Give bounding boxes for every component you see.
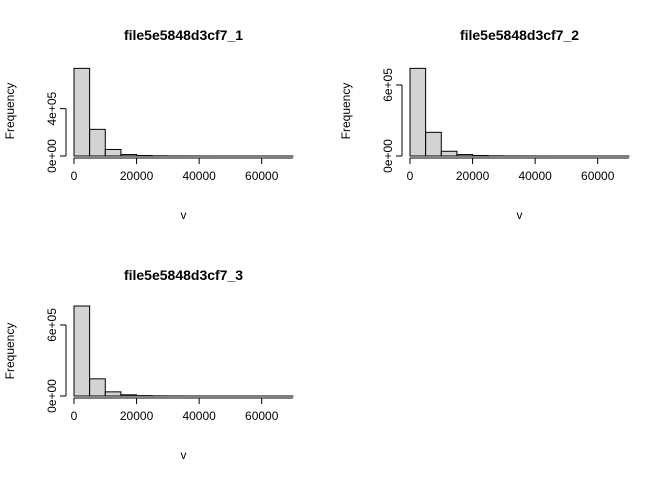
y-axis-label: Frequency <box>339 83 353 140</box>
y-axis-label: Frequency <box>3 83 17 140</box>
x-tick-label: 40000 <box>518 169 552 183</box>
chart-title: file5e5848d3cf7_1 <box>124 27 243 43</box>
x-tick-label: 20000 <box>120 169 154 183</box>
x-tick-label: 0 <box>71 169 78 183</box>
y-tick-label: 0e+00 <box>45 379 59 413</box>
x-tick-label: 60000 <box>245 169 279 183</box>
x-tick-label: 20000 <box>120 409 154 423</box>
histogram-bar <box>440 150 458 157</box>
y-tick-label: 6e+05 <box>381 68 395 102</box>
y-tick-label: 4e+05 <box>45 91 59 125</box>
y-tick-label: 0e+00 <box>381 139 395 173</box>
y-tick-label: 6e+05 <box>45 308 59 342</box>
histogram-bar <box>89 378 106 397</box>
histogram-panel-2: file5e5848d3cf7_2 0 20000 40000 60000 v 0e+00 6… <box>339 27 630 222</box>
histogram-bar <box>456 154 474 157</box>
histogram-bar <box>409 67 427 157</box>
histogram-bar <box>425 131 442 157</box>
x-axis-label: v <box>181 448 187 462</box>
x-tick-label: 0 <box>71 409 78 423</box>
x-axis-label: v <box>517 208 523 222</box>
chart-title: file5e5848d3cf7_2 <box>460 27 579 43</box>
x-tick-label: 60000 <box>245 409 279 423</box>
histogram-bar <box>104 391 122 397</box>
histogram-bar <box>104 148 122 157</box>
x-tick-label: 40000 <box>182 169 216 183</box>
histogram-panel-3: file5e5848d3cf7_3 0 20000 40000 60000 v 0e+00 6… <box>3 267 294 462</box>
y-tick-label: 0e+00 <box>45 139 59 173</box>
x-tick-label: 60000 <box>581 169 615 183</box>
histogram-bar <box>120 394 138 397</box>
histogram-bar <box>73 305 91 397</box>
x-tick-label: 0 <box>407 169 414 183</box>
y-axis-label: Frequency <box>3 323 17 380</box>
histogram-bar <box>89 128 106 157</box>
x-tick-label: 20000 <box>456 169 490 183</box>
chart-title: file5e5848d3cf7_3 <box>124 267 243 283</box>
x-tick-label: 40000 <box>182 409 216 423</box>
histogram-panel-1: file5e5848d3cf7_1 0 20000 40000 60000 v 0e+00 4… <box>3 27 294 222</box>
histogram-bar <box>120 154 138 157</box>
histogram-bar <box>73 67 91 157</box>
x-axis-label: v <box>181 208 187 222</box>
